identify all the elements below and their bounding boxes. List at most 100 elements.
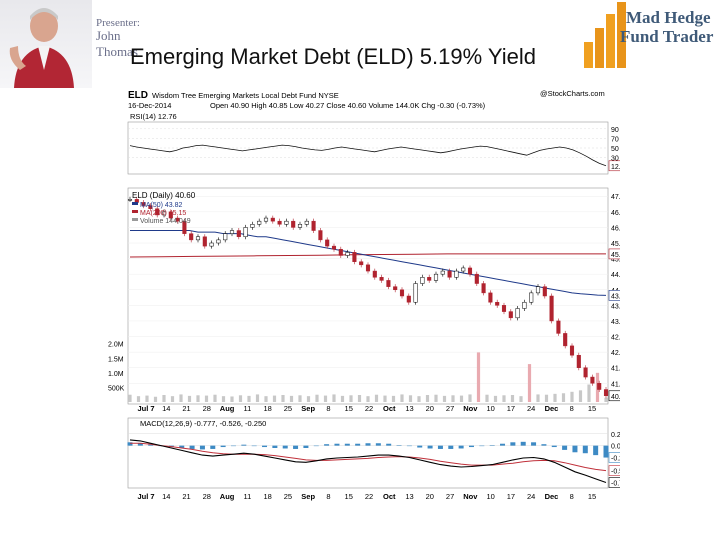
xticks-top-label-10: 15: [345, 404, 353, 413]
volume-bar: [315, 394, 319, 402]
price-candle: [386, 280, 391, 287]
price-candle: [229, 230, 235, 234]
volume-bar: [493, 395, 498, 402]
price-candle: [501, 305, 507, 312]
price-candle: [257, 220, 262, 225]
price-tick-8: 43.0: [611, 319, 620, 326]
brand-line2: Fund Trader: [620, 27, 714, 46]
xticks-top-label-16: Nov: [463, 404, 478, 413]
xticks-bottom-label-0: Jul 7: [137, 492, 154, 501]
stock-chart: ELD Wisdom Tree Emerging Markets Local D…: [100, 84, 636, 504]
volume-bar: [221, 396, 226, 402]
xticks-bottom-label-6: 18: [263, 492, 271, 501]
rsi-tick-0: 90: [611, 127, 619, 134]
macd-histogram-bar: [189, 445, 195, 449]
price-candle: [277, 220, 282, 225]
volume-bar: [238, 395, 243, 402]
xticks-top-label-1: 14: [162, 404, 170, 413]
volume-bar: [425, 395, 430, 402]
price-candle: [202, 236, 207, 247]
price-candle: [175, 217, 180, 222]
volume-bar: [255, 394, 260, 402]
volume-bar: [400, 394, 404, 402]
price-candle: [542, 286, 547, 297]
macd-histogram-bar: [437, 445, 443, 449]
xticks-bottom-label-17: 10: [486, 492, 494, 501]
macd-histogram-bar: [241, 444, 247, 446]
rsi-tick-1: 70: [611, 136, 619, 143]
price-tick-0: 47.0: [611, 194, 620, 201]
macd-histogram-bar: [199, 445, 205, 450]
macd-histogram-bar: [500, 443, 506, 446]
xticks-top-label-22: 15: [588, 404, 596, 413]
xticks-top-label-11: 22: [365, 404, 373, 413]
volume-bar: [442, 395, 447, 402]
macd-histogram-bar: [210, 445, 216, 449]
price-candle: [420, 277, 425, 284]
xticks-bottom-label-21: 8: [570, 492, 574, 501]
macd-histogram-bar: [220, 445, 226, 448]
presenter-block: Presenter: John Thomas: [0, 0, 140, 90]
price-candle: [127, 199, 133, 201]
volume-bar: [561, 393, 566, 402]
volume-bar: [298, 395, 302, 402]
volume-bar: [349, 395, 353, 402]
price-candle: [488, 292, 493, 303]
price-candle: [345, 252, 350, 256]
xticks-bottom-label-9: 8: [326, 492, 330, 501]
xticks-bottom-label-2: 21: [182, 492, 190, 501]
volume-bar: [527, 364, 532, 402]
volume-bar: [247, 395, 251, 402]
price-candle: [372, 270, 377, 278]
volume-bar: [374, 394, 379, 402]
volume-bar: [230, 396, 234, 402]
xticks-top-label-7: 25: [284, 404, 292, 413]
volume-bar: [544, 394, 549, 402]
volume-bar: [510, 395, 515, 402]
price-candle: [195, 236, 201, 241]
macd-panel: [127, 417, 609, 489]
price-candle: [243, 227, 248, 238]
price-candle: [291, 220, 296, 228]
volume-bar: [391, 395, 396, 402]
chart-fund-name: Wisdom Tree Emerging Markets Local Debt …: [152, 91, 339, 100]
macd-histogram-bar: [541, 444, 547, 446]
price-candle: [155, 208, 160, 216]
macd-histogram-bar: [551, 445, 557, 448]
xticks-bottom-label-10: 15: [345, 492, 353, 501]
macd-histogram-bar: [468, 445, 474, 448]
volume-bar: [179, 394, 183, 402]
macd-histogram-bar: [355, 443, 361, 446]
price-candle: [461, 267, 466, 272]
presenter-name: John Thomas: [96, 28, 138, 59]
legend-ma200-swatch: [132, 210, 138, 213]
stock-chart-svg: ELD Wisdom Tree Emerging Markets Local D…: [108, 89, 636, 501]
price-candle: [331, 245, 337, 250]
volume-bar: [408, 395, 413, 402]
macd-tick-1: 0.00: [611, 444, 620, 451]
price-tick-2: 46.0: [611, 225, 620, 232]
macd-histogram-bar: [313, 445, 319, 447]
xticks-bottom-label-19: 24: [527, 492, 535, 501]
xticks-bottom-label-8: Sep: [301, 492, 315, 501]
macd-histogram-bar: [427, 445, 433, 449]
volume-bar: [366, 396, 370, 402]
volume-bar: [264, 396, 268, 402]
volume-bar: [272, 395, 277, 402]
macd-histogram-bar: [262, 445, 268, 448]
price-candle: [250, 224, 255, 228]
volume-bar: [170, 396, 175, 402]
price-tick-11: 41.5: [611, 366, 620, 373]
price-tick-5: 44.5: [611, 272, 620, 279]
chart-symbol: ELD: [128, 90, 148, 101]
price-candle: [182, 220, 187, 234]
xticks-top-label-15: 27: [446, 404, 454, 413]
price-candle: [359, 261, 364, 266]
volume-bar: [468, 394, 472, 402]
price-tick-3: 45.5: [611, 241, 620, 248]
xticks-bottom-label-22: 15: [588, 492, 596, 501]
xticks-bottom-label-18: 17: [507, 492, 515, 501]
rsi-line: [129, 144, 607, 167]
xticks-top-label-14: 20: [426, 404, 434, 413]
ma200-line: [129, 253, 606, 258]
